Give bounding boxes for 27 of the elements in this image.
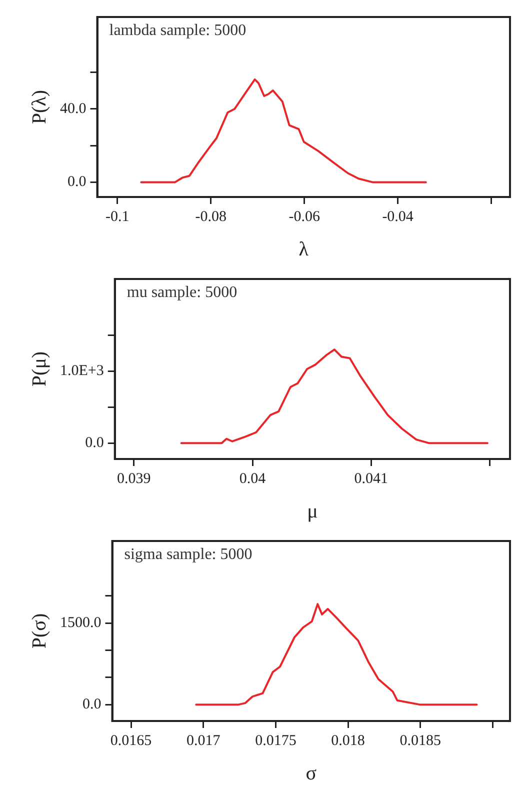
chart-title: sigma sample: 5000 bbox=[124, 546, 252, 564]
x-tick-label: 0.041 bbox=[354, 470, 388, 487]
y-axis-title: P(λ) bbox=[28, 90, 50, 124]
y-axis-title: P(μ) bbox=[28, 351, 50, 387]
chart-title: mu sample: 5000 bbox=[126, 284, 238, 302]
x-axis-title: σ bbox=[306, 762, 317, 784]
chart-title: lambda sample: 5000 bbox=[109, 22, 246, 40]
y-tick-label: 1500.0 bbox=[60, 615, 102, 632]
x-tick-label: 0.04 bbox=[239, 470, 266, 487]
x-tick-label: 0.017 bbox=[186, 732, 221, 749]
y-tick-label: 0.0 bbox=[68, 174, 86, 190]
x-axis-title: μ bbox=[307, 500, 318, 522]
x-tick-label: -0.08 bbox=[195, 208, 226, 225]
x-tick-label: 0.0175 bbox=[255, 732, 296, 749]
y-tick-label: 0.0 bbox=[85, 435, 104, 452]
x-tick-label: 0.0165 bbox=[110, 732, 152, 749]
x-tick-label: 0.039 bbox=[116, 470, 151, 487]
y-axis-title: P(σ) bbox=[28, 613, 50, 649]
x-tick-label: 0.018 bbox=[331, 732, 365, 749]
x-axis-title: λ bbox=[298, 238, 309, 260]
y-tick-label: 0.0 bbox=[82, 696, 102, 713]
y-tick-label: 40.0 bbox=[60, 100, 86, 117]
x-tick-label: -0.04 bbox=[382, 208, 414, 225]
x-tick-label: 0.0185 bbox=[400, 732, 441, 749]
x-tick-label: -0.1 bbox=[105, 208, 130, 225]
y-tick-label: 1.0E+3 bbox=[60, 363, 104, 380]
x-tick-label: -0.06 bbox=[288, 208, 320, 225]
